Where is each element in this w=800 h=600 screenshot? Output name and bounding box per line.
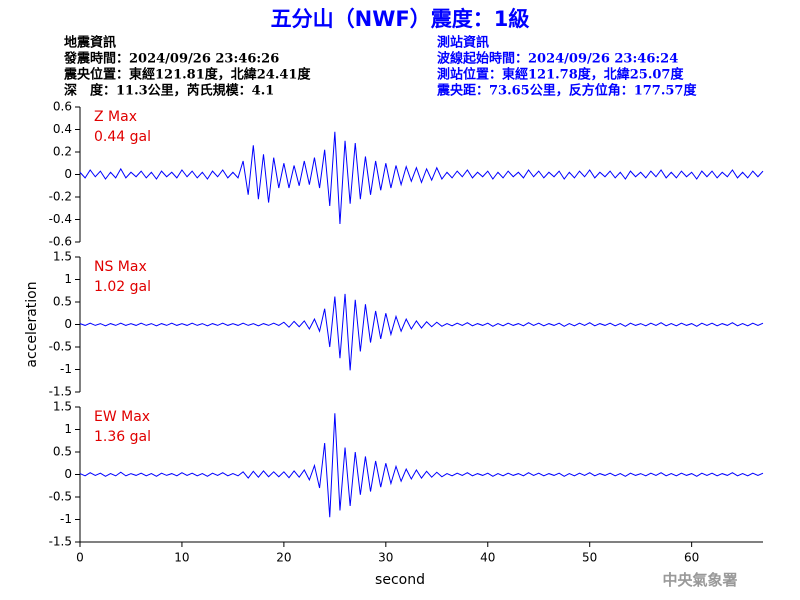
y-tick-label: -1.5	[49, 385, 72, 399]
x-tick-label: 30	[378, 551, 393, 565]
y-tick-label: 0.5	[53, 295, 72, 309]
waveform	[79, 293, 764, 371]
y-tick-label: -0.2	[49, 190, 72, 204]
y-tick-label: 0.2	[53, 145, 72, 159]
y-tick-label: -0.6	[49, 235, 72, 249]
y-tick-label: 0.4	[53, 122, 72, 136]
x-tick-label: 0	[76, 551, 84, 565]
annotation: 1.02 gal	[94, 279, 151, 295]
annotation: Z Max	[94, 109, 137, 125]
info-line: 波線起始時間：2024/09/26 23:46:24	[437, 51, 678, 67]
annotation: 1.36 gal	[94, 429, 151, 445]
x-axis-label: second	[375, 572, 425, 588]
y-tick-label: -0.5	[49, 340, 72, 354]
info-line: 震央位置：東經121.81度，北緯24.41度	[63, 67, 311, 83]
y-tick-label: -1	[60, 362, 72, 376]
x-tick-label: 50	[582, 551, 597, 565]
y-tick-label: 1	[64, 272, 72, 286]
x-tick-label: 40	[480, 551, 495, 565]
chart-title: 五分山（NWF）震度：1級	[271, 7, 530, 31]
y-tick-label: -1	[60, 512, 72, 526]
info-line: 深 度：11.3公里，芮氏規模：4.1	[64, 83, 274, 99]
y-tick-label: 1.5	[53, 250, 72, 264]
info-line: 測站位置：東經121.78度，北緯25.07度	[437, 67, 684, 83]
y-tick-label: 0	[64, 317, 72, 331]
y-tick-label: 1.5	[53, 400, 72, 414]
y-tick-label: 1	[64, 422, 72, 436]
info-line: 地震資訊	[64, 35, 116, 51]
annotation: EW Max	[94, 409, 150, 425]
y-tick-label: -0.4	[49, 212, 72, 226]
waveform	[79, 413, 764, 518]
x-tick-label: 20	[276, 551, 291, 565]
info-line: 測站資訊	[437, 35, 489, 51]
y-tick-label: -0.5	[49, 490, 72, 504]
footer: 中央氣象署	[662, 571, 737, 589]
info-line: 發震時間：2024/09/26 23:46:26	[63, 51, 279, 67]
y-tick-label: -1.5	[49, 535, 72, 549]
annotation: NS Max	[94, 259, 147, 275]
y-tick-label: 0.6	[53, 100, 72, 114]
annotation: 0.44 gal	[94, 129, 151, 145]
y-axis-label: acceleration	[24, 281, 40, 367]
y-tick-label: 0.5	[53, 445, 72, 459]
x-tick-label: 10	[174, 551, 189, 565]
info-line: 震央距：73.65公里，反方位角：177.57度	[436, 83, 697, 99]
y-tick-label: 0	[64, 167, 72, 181]
x-tick-label: 60	[684, 551, 699, 565]
y-tick-label: 0	[64, 467, 72, 481]
waveform	[79, 131, 764, 225]
